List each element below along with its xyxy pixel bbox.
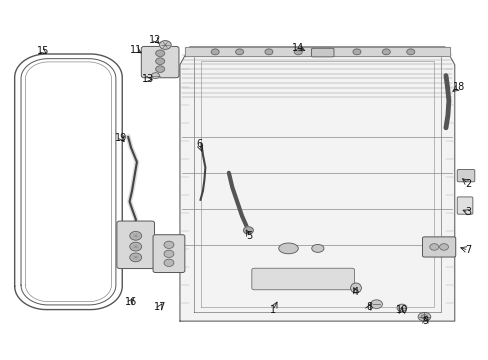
- Text: 17: 17: [154, 302, 166, 312]
- Text: 5: 5: [246, 231, 252, 241]
- FancyBboxPatch shape: [422, 237, 455, 257]
- Text: 3: 3: [465, 207, 470, 217]
- Circle shape: [159, 41, 171, 49]
- Circle shape: [264, 49, 272, 55]
- Text: 2: 2: [465, 179, 470, 189]
- Circle shape: [129, 242, 141, 251]
- FancyBboxPatch shape: [153, 235, 184, 273]
- Text: 9: 9: [422, 316, 427, 326]
- Circle shape: [151, 73, 159, 78]
- Circle shape: [396, 304, 406, 311]
- Text: 10: 10: [395, 305, 407, 315]
- Text: 16: 16: [124, 297, 137, 307]
- FancyBboxPatch shape: [456, 170, 474, 182]
- Circle shape: [164, 259, 174, 266]
- Ellipse shape: [417, 312, 430, 321]
- Ellipse shape: [311, 244, 323, 252]
- Text: 14: 14: [291, 42, 304, 53]
- Text: 7: 7: [465, 245, 470, 255]
- FancyBboxPatch shape: [456, 197, 472, 214]
- Text: 4: 4: [352, 287, 358, 297]
- Ellipse shape: [278, 243, 298, 254]
- Circle shape: [439, 244, 447, 250]
- Text: 11: 11: [129, 45, 142, 55]
- Text: 8: 8: [366, 302, 371, 312]
- Circle shape: [164, 250, 174, 257]
- Text: 18: 18: [451, 82, 464, 92]
- Text: 1: 1: [269, 305, 275, 315]
- Circle shape: [352, 49, 360, 55]
- Text: 6: 6: [196, 139, 202, 149]
- Ellipse shape: [420, 315, 427, 319]
- Circle shape: [243, 227, 253, 234]
- Circle shape: [155, 50, 164, 57]
- Text: 15: 15: [37, 46, 49, 56]
- Circle shape: [129, 231, 141, 240]
- Circle shape: [235, 49, 243, 55]
- Circle shape: [323, 49, 331, 55]
- Circle shape: [406, 49, 414, 55]
- Circle shape: [164, 241, 174, 248]
- Polygon shape: [180, 47, 454, 321]
- Circle shape: [155, 66, 164, 72]
- FancyBboxPatch shape: [141, 46, 179, 78]
- Circle shape: [211, 49, 219, 55]
- Circle shape: [129, 253, 141, 262]
- Ellipse shape: [350, 283, 361, 293]
- Circle shape: [155, 58, 164, 64]
- Circle shape: [294, 49, 302, 55]
- FancyBboxPatch shape: [251, 268, 354, 290]
- Circle shape: [370, 300, 382, 309]
- Text: 12: 12: [149, 35, 162, 45]
- FancyBboxPatch shape: [117, 221, 154, 269]
- Polygon shape: [184, 47, 449, 56]
- Circle shape: [429, 244, 438, 250]
- Text: 19: 19: [115, 132, 127, 143]
- FancyBboxPatch shape: [311, 48, 333, 57]
- Text: 13: 13: [141, 74, 154, 84]
- Circle shape: [382, 49, 389, 55]
